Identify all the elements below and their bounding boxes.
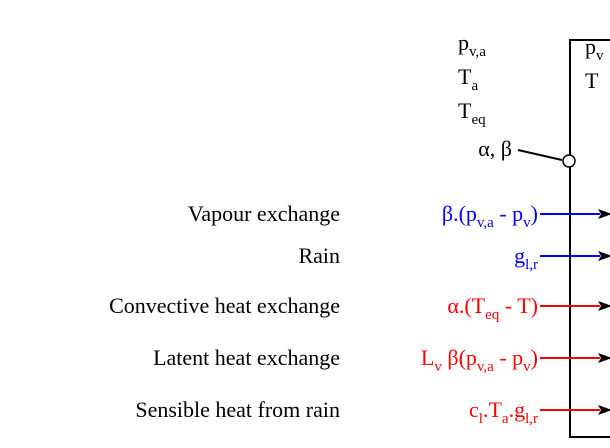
subscript: v,a xyxy=(469,44,486,60)
subscript: v,a xyxy=(477,359,494,375)
flux-name: Sensible heat from rain xyxy=(135,397,340,422)
subscript: a xyxy=(471,78,478,94)
coupling-node xyxy=(562,154,576,168)
state-label: Ta xyxy=(458,64,478,94)
subscript: v xyxy=(596,48,604,64)
arrow-head xyxy=(598,209,610,219)
text-part: T xyxy=(458,98,472,123)
subscript: v,a xyxy=(477,215,494,231)
subscript: eq xyxy=(471,112,486,128)
text-part: L xyxy=(421,345,434,370)
text-part: c xyxy=(469,397,479,422)
flux-name: Convective heat exchange xyxy=(109,293,340,318)
flux-name: Rain xyxy=(298,243,340,268)
text-part: T xyxy=(585,68,599,93)
text-part: β(p xyxy=(442,345,477,370)
state-label: Teq xyxy=(458,98,486,128)
text-part: ) xyxy=(531,201,538,226)
state-label: T xyxy=(585,68,599,93)
arrow-head xyxy=(598,251,610,261)
subscript: l,r xyxy=(525,257,538,273)
coupling-line xyxy=(517,149,563,161)
arrow-head xyxy=(598,353,610,363)
flux-expression: α.(Teq - T) xyxy=(447,293,538,323)
text-part: .g xyxy=(509,397,526,422)
state-label: pv xyxy=(585,34,604,64)
arrow-head xyxy=(598,301,610,311)
state-label: pv,a xyxy=(458,30,486,60)
subscript: eq xyxy=(485,307,500,323)
text-part: - p xyxy=(494,345,523,370)
text-part: .T xyxy=(483,397,503,422)
subscript: l xyxy=(479,411,483,427)
subscript: v xyxy=(434,359,442,375)
flux-name: Vapour exchange xyxy=(188,201,340,226)
text-part: p xyxy=(585,34,596,59)
subscript: v xyxy=(523,215,531,231)
text-part: - p xyxy=(494,201,523,226)
flux-expression: β.(pv,a - pv) xyxy=(442,201,538,231)
text-part: α.(T xyxy=(447,293,485,318)
compartment-box xyxy=(569,39,610,438)
subscript: v xyxy=(523,359,531,375)
flux-expression: Lv β(pv,a - pv) xyxy=(421,345,538,375)
text-part: β.(p xyxy=(442,201,477,226)
text-part: - T) xyxy=(499,293,538,318)
text-part: ) xyxy=(531,345,538,370)
text-part: T xyxy=(458,64,472,89)
subscript: a xyxy=(502,411,509,427)
text-part: g xyxy=(514,243,525,268)
subscript: l,r xyxy=(525,411,538,427)
flux-expression: gl,r xyxy=(514,243,538,273)
text-part: p xyxy=(458,30,469,55)
flux-expression: cl.Ta.gl,r xyxy=(469,397,538,427)
arrow-head xyxy=(598,405,610,415)
coupling-label: α, β xyxy=(478,136,512,161)
flux-name: Latent heat exchange xyxy=(153,345,340,370)
